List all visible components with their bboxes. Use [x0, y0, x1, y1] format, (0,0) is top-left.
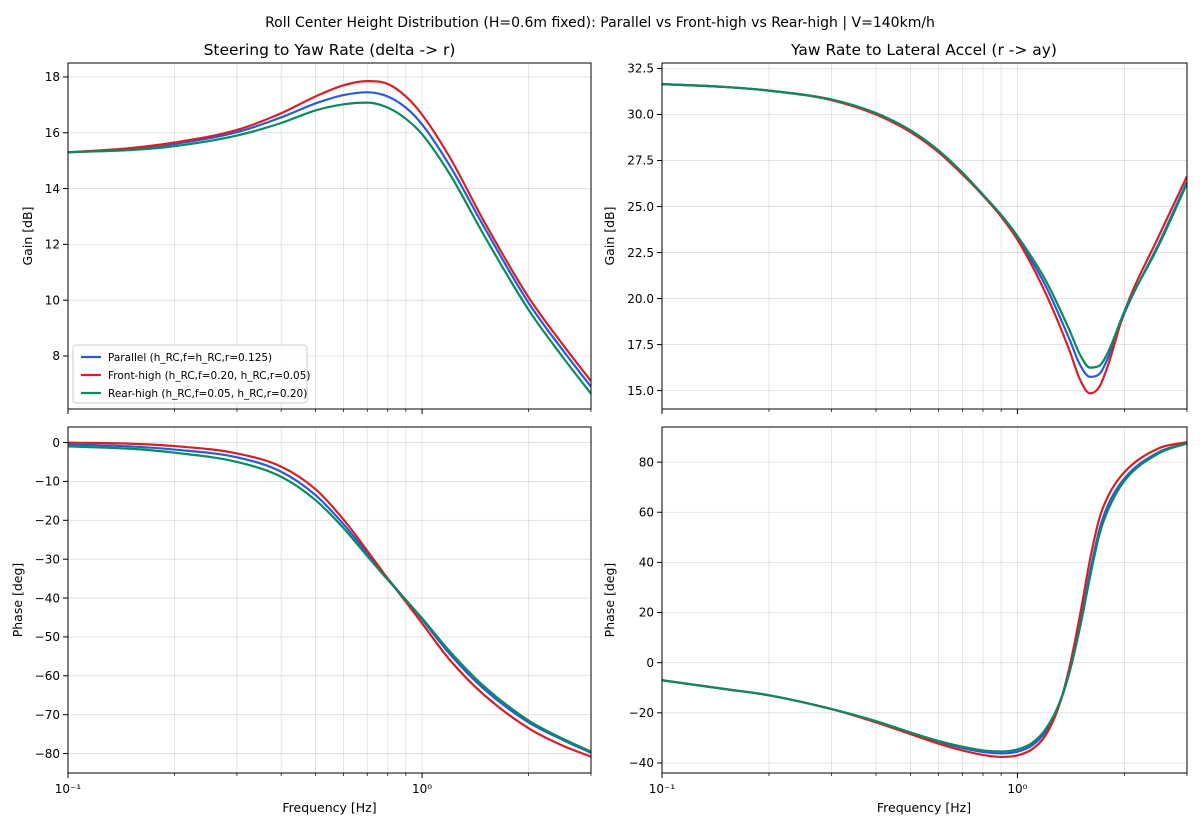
y-tick-label: 32.5 — [627, 62, 654, 76]
series-line-rear-ra-gain — [662, 83, 1187, 369]
yaw-lateral-gain-panel: Yaw Rate to Lateral Accel (r -> ay) 15.0… — [602, 41, 1188, 414]
series-line-parallel-sr-gain — [68, 91, 591, 388]
axes-frame — [661, 426, 1188, 774]
y-tick-label: 20 — [639, 606, 654, 620]
y-tick-label: 20.0 — [627, 292, 654, 306]
steering-yaw-phase-panel: Frequency [Hz] 0 −10 −20 −30 −40 −50 −60 −70 −80… — [10, 426, 592, 815]
legend-entry: Parallel (h_RC,f=h_RC,r=0.125) — [108, 352, 272, 364]
y-axis-label: Gain [dB] — [20, 207, 35, 266]
legend-entry: Rear-high (h_RC,f=0.05, h_RC,r=0.20) — [108, 388, 307, 400]
figure-title: Roll Center Height Distribution (H=0.6m … — [265, 15, 935, 31]
axes-frame — [67, 62, 592, 410]
x-tick-label: 10⁻¹ — [649, 782, 676, 796]
y-tick-label: −10 — [35, 475, 60, 489]
y-tick-label: −80 — [35, 747, 60, 761]
x-tick-label: 10⁻¹ — [55, 782, 82, 796]
y-tick-label: 15.0 — [627, 384, 654, 398]
steering-yaw-xlabel: Frequency [Hz] — [282, 800, 376, 815]
y-tick-label: 30.0 — [627, 108, 654, 122]
series-line-rear-sr-gain — [68, 101, 591, 395]
x-tick-label: 10⁰ — [412, 782, 432, 796]
y-tick-label: 14 — [45, 182, 60, 196]
yaw-lateral-xlabel: Frequency [Hz] — [877, 800, 971, 815]
series-line-rear-ra-phase — [662, 442, 1187, 753]
y-tick-label: −60 — [35, 669, 60, 683]
series-line-front-ra-gain — [662, 83, 1187, 395]
legend-box — [72, 344, 308, 404]
series-line-front-sr-phase — [68, 441, 591, 758]
y-tick-label: −40 — [35, 591, 60, 605]
yaw-lateral-title: Yaw Rate to Lateral Accel (r -> ay) — [790, 41, 1057, 59]
y-tick-label: 27.5 — [627, 154, 654, 168]
y-tick-label: 0 — [52, 436, 60, 450]
series-line-parallel-ra-gain — [662, 83, 1187, 378]
y-tick-label: 0 — [646, 656, 654, 670]
y-tick-label: 25.0 — [627, 200, 654, 214]
series-line-front-ra-phase — [662, 440, 1187, 759]
y-tick-label: 60 — [639, 505, 654, 519]
axes-frame — [67, 426, 592, 774]
axes-frame — [661, 62, 1188, 410]
y-tick-label: −20 — [629, 706, 654, 720]
series-line-parallel-sr-phase — [68, 443, 591, 754]
yaw-lateral-phase-panel: Frequency [Hz] 80 60 40 20 0 −20 −40 10⁻¹ 10⁰ Pha… — [602, 426, 1188, 815]
y-axis-label: Phase [deg] — [602, 563, 617, 638]
series-line-parallel-ra-phase — [662, 442, 1187, 755]
series-line-rear-sr-phase — [68, 445, 591, 753]
x-tick-label: 10⁰ — [1007, 782, 1027, 796]
y-tick-label: −30 — [35, 552, 60, 566]
y-tick-label: −20 — [35, 514, 60, 528]
y-tick-label: 8 — [52, 349, 60, 363]
y-tick-label: 80 — [639, 455, 654, 469]
y-tick-label: 18 — [45, 70, 60, 84]
series-line-front-sr-gain — [68, 80, 591, 382]
y-tick-label: 40 — [639, 556, 654, 570]
legend-entry: Front-high (h_RC,f=0.20, h_RC,r=0.05) — [108, 370, 311, 382]
steering-yaw-gain-panel: Steering to Yaw Rate (delta -> r) 8 10 12 1… — [20, 41, 592, 414]
y-axis-label: Phase [deg] — [10, 563, 25, 638]
y-tick-label: −70 — [35, 708, 60, 722]
y-tick-label: 22.5 — [627, 246, 654, 260]
y-tick-label: 10 — [45, 293, 60, 307]
y-tick-label: −40 — [629, 756, 654, 770]
y-tick-label: 12 — [45, 238, 60, 252]
y-axis-label: Gain [dB] — [602, 207, 617, 266]
y-tick-label: 17.5 — [627, 338, 654, 352]
y-tick-label: −50 — [35, 630, 60, 644]
steering-yaw-title: Steering to Yaw Rate (delta -> r) — [204, 41, 456, 59]
y-tick-label: 16 — [45, 126, 60, 140]
